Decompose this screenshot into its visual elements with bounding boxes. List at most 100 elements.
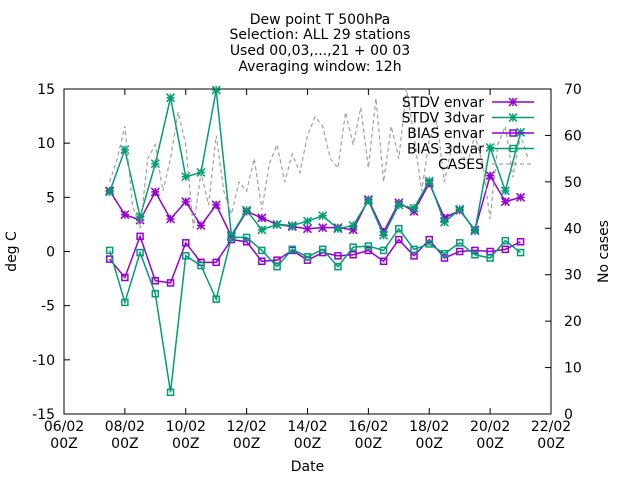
series-point-bias-envar — [425, 235, 433, 244]
series-point-stdv-3dvar — [211, 85, 221, 95]
series-point-stdv-3dvar — [333, 224, 343, 234]
series-point-stdv-3dvar — [485, 142, 495, 153]
x-tick-label-hour: 00Z — [233, 436, 260, 452]
y-tick-label: -10 — [32, 353, 55, 369]
series-point-stdv-3dvar — [394, 200, 404, 210]
series-point-bias-envar — [501, 245, 510, 254]
x-tick-label-hour: 00Z — [537, 436, 564, 452]
series-point-bias-3dvar — [455, 239, 464, 247]
series-point-bias-3dvar — [471, 251, 479, 259]
series-point-bias-3dvar — [440, 249, 449, 258]
legend-label: BIAS 3dvar — [407, 142, 484, 158]
series-point-bias-envar — [121, 273, 129, 282]
legend-marker — [509, 129, 517, 137]
series-point-stdv-envar — [302, 224, 313, 234]
series-point-bias-envar — [242, 238, 251, 246]
x-tick-label-hour: 00Z — [355, 436, 382, 452]
legend-label: STDV envar — [402, 95, 484, 111]
x-tick-label-date: 14/02 — [287, 419, 327, 435]
y-tick-label: 15 — [37, 82, 55, 98]
series-point-stdv-3dvar — [348, 220, 358, 231]
series-point-stdv-envar — [150, 187, 160, 197]
series-point-stdv-3dvar — [135, 212, 145, 222]
series-point-bias-3dvar — [121, 298, 129, 307]
series-point-stdv-3dvar — [166, 93, 176, 103]
series-point-stdv-envar — [318, 223, 328, 233]
legend-marker — [509, 144, 517, 153]
legend-marker — [508, 112, 518, 123]
series-point-bias-3dvar — [136, 248, 144, 257]
series-point-bias-3dvar — [364, 242, 373, 250]
chart-title-line-2: Selection: ALL 29 stations — [229, 27, 411, 43]
series-point-stdv-envar — [211, 200, 221, 210]
x-tick-label-date: 20/02 — [470, 419, 510, 435]
series-point-stdv-3dvar — [455, 204, 465, 214]
series-point-bias-3dvar — [242, 233, 251, 242]
series-point-bias-envar — [258, 257, 266, 265]
series-line-bias-envar — [109, 234, 521, 284]
series-point-bias-envar — [136, 232, 144, 241]
series-point-bias-3dvar — [303, 253, 312, 261]
series-point-bias-envar — [379, 257, 388, 265]
series-point-bias-envar — [334, 252, 342, 260]
series-point-stdv-3dvar — [439, 217, 449, 227]
x-tick-label-hour: 00Z — [476, 436, 503, 452]
series-point-bias-envar — [395, 235, 403, 244]
series-point-stdv-envar — [257, 213, 267, 223]
legend-label: CASES — [438, 157, 484, 173]
series-point-stdv-envar — [500, 197, 510, 207]
series-point-stdv-envar — [516, 192, 526, 202]
x-tick-label-date: 10/02 — [166, 419, 206, 435]
y2-tick-label: 30 — [564, 268, 582, 284]
y-axis-label: deg C — [4, 231, 20, 272]
x-tick-label-date: 18/02 — [409, 419, 449, 435]
series-point-bias-envar — [212, 258, 220, 267]
series-point-stdv-3dvar — [424, 176, 434, 186]
y2-tick-label: 10 — [564, 361, 582, 377]
x-tick-label-hour: 00Z — [416, 436, 443, 452]
series-point-bias-3dvar — [273, 262, 281, 271]
chart-title-line-4: Averaging window: 12h — [238, 59, 402, 75]
series-line-stdv-3dvar — [108, 89, 522, 238]
series-point-bias-3dvar — [258, 246, 266, 255]
series-point-stdv-3dvar — [470, 226, 480, 236]
series-point-bias-envar — [364, 246, 373, 255]
x-tick-label-hour: 00Z — [172, 436, 199, 452]
legend-label: BIAS envar — [407, 126, 484, 142]
y2-tick-label: 70 — [564, 82, 582, 98]
series-point-stdv-3dvar — [302, 216, 313, 226]
series-point-stdv-3dvar — [242, 205, 252, 215]
legend-marker — [508, 97, 518, 107]
series-point-bias-3dvar — [227, 233, 236, 242]
y2-tick-label: 0 — [564, 407, 573, 423]
series-point-stdv-envar — [166, 214, 176, 224]
legend-label: STDV 3dvar — [402, 111, 485, 127]
y-tick-label: 5 — [46, 190, 55, 206]
y-tick-label: -15 — [32, 407, 55, 423]
series-point-bias-3dvar — [197, 261, 205, 270]
x-tick-label-hour: 00Z — [294, 436, 321, 452]
series-point-bias-3dvar — [105, 246, 114, 255]
y2-axis-label: No cases — [596, 220, 612, 283]
series-point-bias-envar — [349, 251, 357, 259]
x-axis-label: Date — [291, 459, 324, 475]
series-point-bias-3dvar — [166, 388, 175, 397]
y2-tick-label: 60 — [564, 128, 582, 144]
x-tick-label-hour: 00Z — [111, 436, 138, 452]
series-point-bias-3dvar — [410, 245, 418, 254]
series-point-bias-envar — [151, 277, 160, 285]
series-point-stdv-3dvar — [379, 230, 389, 240]
series-point-stdv-3dvar — [409, 203, 419, 213]
series-point-stdv-3dvar — [287, 220, 297, 231]
series-point-stdv-envar — [485, 171, 495, 181]
chart-title-line-3: Used 00,03,...,21 + 00 03 — [229, 43, 411, 59]
series-point-stdv-3dvar — [363, 196, 373, 206]
series-point-stdv-3dvar — [196, 167, 206, 177]
series-point-bias-envar — [471, 246, 479, 255]
series-point-bias-envar — [516, 238, 525, 246]
series-point-stdv-3dvar — [500, 186, 510, 196]
x-tick-label-date: 16/02 — [348, 419, 388, 435]
series-point-bias-envar — [440, 254, 449, 262]
series-point-bias-3dvar — [288, 245, 297, 254]
